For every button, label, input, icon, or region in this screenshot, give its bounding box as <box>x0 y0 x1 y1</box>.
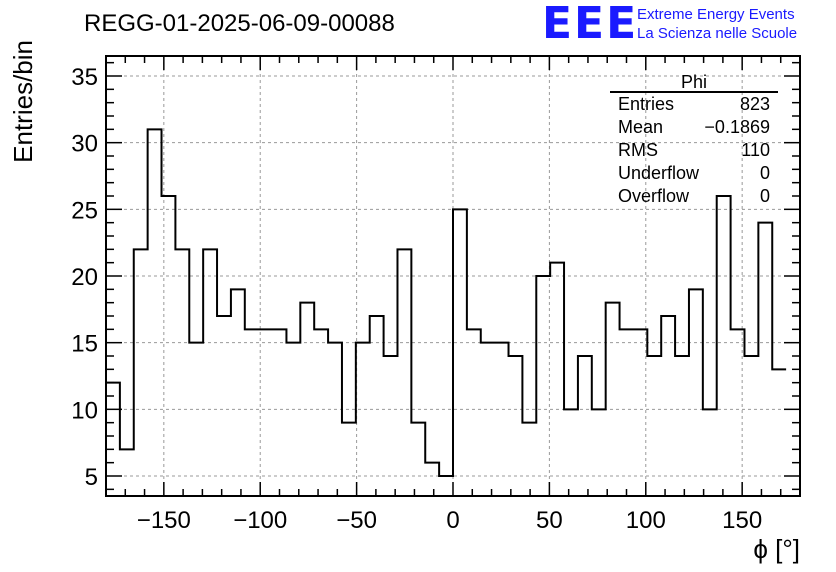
stats-label: Overflow <box>618 186 690 206</box>
x-tick-label: 0 <box>446 507 459 534</box>
stats-rows: Entries 823 Mean −0.1869 RMS 110 Underflow 0 Ove… <box>618 94 770 206</box>
stats-label: RMS <box>618 140 658 160</box>
y-tick-label: 30 <box>71 131 98 158</box>
y-axis-label: Entries/bin <box>8 40 38 163</box>
x-tick-label: −100 <box>233 507 287 534</box>
stats-value: 0 <box>760 163 770 183</box>
stats-box: Phi Entries 823 Mean −0.1869 RMS 110 Underflow… <box>610 72 778 206</box>
x-tick-label: 100 <box>626 507 666 534</box>
logo-line-2: La Scienza nelle Scuole <box>637 25 798 42</box>
stats-value: 0 <box>760 186 770 206</box>
stats-label: Underflow <box>618 163 700 183</box>
plot-frame <box>105 55 801 497</box>
stats-value: −0.1869 <box>704 117 770 137</box>
stats-title: Phi <box>681 72 707 92</box>
x-tick-label: −50 <box>336 507 377 534</box>
histogram-outline <box>106 128 787 477</box>
x-tick-label: 150 <box>722 507 762 534</box>
y-tick-label: 20 <box>71 264 98 291</box>
stats-label: Mean <box>618 117 663 137</box>
eee-logo: EEE <box>542 0 639 49</box>
x-tick-labels: −150 −100 −50 0 50 100 150 <box>137 507 762 534</box>
axis-ticks <box>105 56 801 496</box>
x-tick-label: 50 <box>536 507 563 534</box>
y-tick-label: 5 <box>85 464 98 491</box>
stats-label: Entries <box>618 94 674 114</box>
y-tick-label: 15 <box>71 331 98 358</box>
x-tick-label: −150 <box>137 507 191 534</box>
y-tick-label: 25 <box>71 197 98 224</box>
logo-line-1: Extreme Energy Events <box>637 6 795 23</box>
stats-value: 823 <box>740 94 770 114</box>
stats-value: 110 <box>741 140 770 160</box>
y-tick-labels: 5 10 15 20 25 30 35 <box>71 64 98 491</box>
y-tick-label: 10 <box>71 397 98 424</box>
y-tick-label: 35 <box>71 64 98 91</box>
chart-title: REGG-01-2025-06-09-00088 <box>84 10 395 37</box>
x-axis-label: ϕ [°] <box>753 534 800 564</box>
